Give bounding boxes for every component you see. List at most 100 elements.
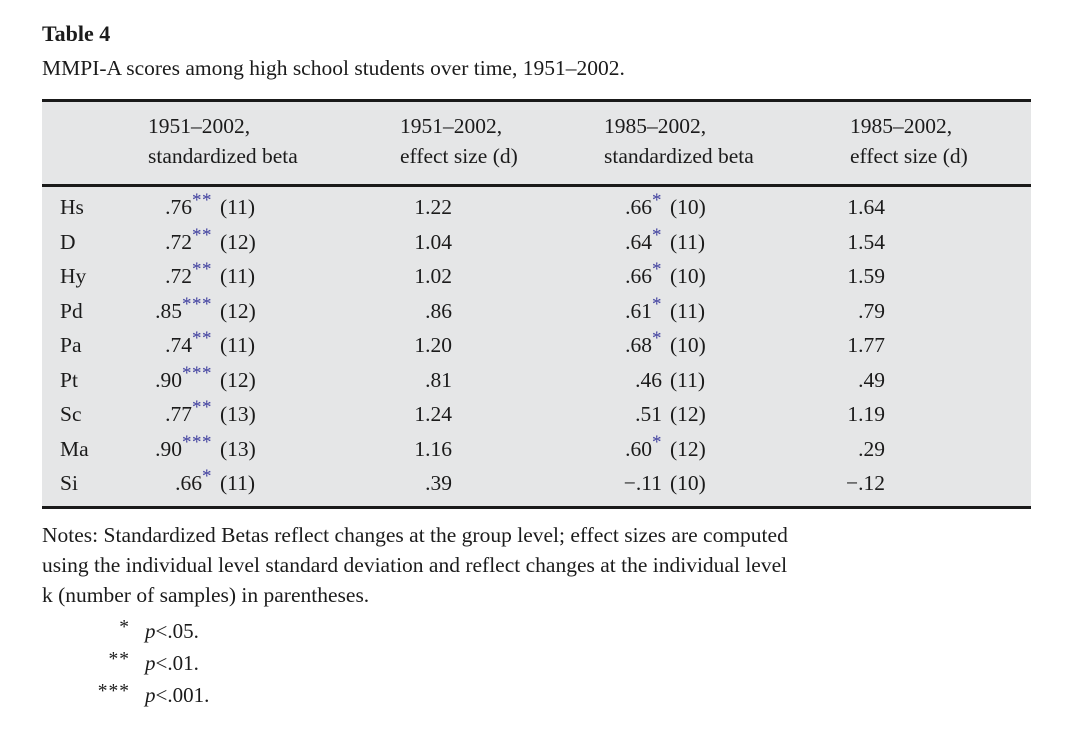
sample-count: (11) bbox=[220, 471, 256, 495]
data-table: 1951–2002, standardized beta 1951–2002, … bbox=[42, 99, 1031, 509]
beta-value-group: .46 bbox=[562, 363, 662, 398]
beta-1951-2002-cell: .66 * (11) bbox=[148, 466, 400, 503]
notes-line: k (number of samples) in parentheses. bbox=[42, 582, 370, 607]
effect-size-value: .49 bbox=[858, 367, 885, 392]
beta-value: .66 bbox=[175, 471, 202, 495]
effect-size-1951-2002-cell: 1.02 bbox=[400, 259, 562, 296]
beta-1951-2002-cell: .90 *** (13) bbox=[148, 432, 400, 469]
table-row: Pt .90 *** (12) .81 .46 (11) .49 bbox=[42, 363, 1031, 398]
significance-asterisks: * bbox=[202, 466, 212, 487]
significance-asterisks: * bbox=[652, 431, 662, 453]
beta-value: .72 bbox=[165, 229, 192, 254]
beta-value: .72 bbox=[165, 264, 192, 288]
beta-value: .90 bbox=[155, 367, 182, 392]
bottom-rule bbox=[42, 505, 1031, 509]
sample-count: (12) bbox=[670, 436, 706, 461]
footnote-marker: * bbox=[119, 616, 130, 638]
table-row: Hs .76 ** (11) 1.22 .66 * (10) 1.64 bbox=[42, 190, 1031, 225]
page: Table 4 MMPI-A scores among high school … bbox=[42, 21, 1067, 707]
effect-size-1985-2002-cell: .29 bbox=[850, 432, 1031, 469]
beta-value: .61 bbox=[625, 298, 652, 323]
table-row: Si .66 * (11) .39 −.11 (10) −.12 bbox=[42, 466, 1031, 501]
beta-value-group: .72 ** bbox=[148, 259, 212, 296]
beta-value: .90 bbox=[155, 436, 182, 461]
effect-size-1985-2002-cell: 1.19 bbox=[847, 397, 1031, 434]
beta-value-group: .66 * bbox=[562, 190, 662, 227]
effect-size-value: 1.20 bbox=[414, 333, 452, 357]
footnote: ** p <.01. bbox=[42, 648, 1067, 680]
beta-value-group: −.11 bbox=[562, 466, 662, 501]
beta-1951-2002-cell: .72 ** (11) bbox=[148, 259, 400, 296]
table-caption: MMPI-A scores among high school students… bbox=[42, 56, 625, 80]
significance-asterisks: *** bbox=[182, 362, 212, 384]
sample-count: (10) bbox=[670, 195, 706, 219]
notes-line: Notes: Standardized Betas reflect change… bbox=[42, 522, 788, 547]
column-header-line2: effect size (d) bbox=[850, 144, 968, 168]
effect-size-1985-2002-cell: 1.59 bbox=[847, 259, 1031, 296]
header-rule bbox=[42, 184, 1031, 187]
sample-count: (12) bbox=[220, 298, 256, 323]
effect-size-1951-2002-cell: 1.04 bbox=[400, 225, 562, 262]
beta-1985-2002-cell: .51 (12) bbox=[562, 397, 850, 434]
column-header: 1985–2002, standardized beta bbox=[562, 111, 850, 171]
footnote-marker: *** bbox=[97, 680, 130, 702]
sample-count: (12) bbox=[670, 402, 706, 426]
column-header-line1: 1985–2002, bbox=[850, 114, 953, 138]
column-header-line1: 1951–2002, bbox=[400, 114, 503, 138]
beta-value: .66 bbox=[625, 264, 652, 288]
column-header: 1951–2002, standardized beta bbox=[148, 111, 400, 171]
beta-value-group: .74 ** bbox=[148, 328, 212, 365]
footnote: * p <.05. bbox=[42, 616, 1067, 648]
beta-value: .60 bbox=[625, 436, 652, 461]
effect-size-value: 1.24 bbox=[414, 402, 452, 426]
column-header: 1985–2002, effect size (d) bbox=[850, 111, 1031, 171]
beta-value-group: .76 ** bbox=[148, 190, 212, 227]
significance-asterisks: *** bbox=[182, 293, 212, 315]
effect-size-1985-2002-cell: .49 bbox=[850, 363, 1031, 400]
sample-count: (11) bbox=[670, 229, 706, 254]
footnote-p: p bbox=[145, 618, 156, 643]
significance-asterisks: ** bbox=[192, 190, 212, 211]
effect-size-value: 1.19 bbox=[847, 402, 885, 426]
table-row: Pd .85 *** (12) .86 .61 * (11) .79 bbox=[42, 294, 1031, 329]
effect-size-value: .29 bbox=[858, 436, 885, 461]
header-spacer bbox=[42, 111, 148, 171]
beta-1951-2002-cell: .72 ** (12) bbox=[148, 225, 400, 262]
beta-1985-2002-cell: .66 * (10) bbox=[562, 190, 850, 227]
beta-value-group: .90 *** bbox=[148, 432, 212, 469]
table-row: Hy .72 ** (11) 1.02 .66 * (10) 1.59 bbox=[42, 259, 1031, 294]
beta-value: .74 bbox=[165, 333, 192, 357]
column-header-line1: 1951–2002, bbox=[148, 114, 251, 138]
effect-size-1985-2002-cell: 1.77 bbox=[847, 328, 1031, 365]
column-header-line2: standardized beta bbox=[604, 144, 754, 168]
column-header-line2: standardized beta bbox=[148, 144, 298, 168]
effect-size-value: 1.16 bbox=[414, 436, 452, 461]
table-header-row: 1951–2002, standardized beta 1951–2002, … bbox=[42, 102, 1031, 184]
row-label: Sc bbox=[60, 402, 82, 426]
sample-count: (11) bbox=[220, 195, 256, 219]
beta-value: .85 bbox=[155, 298, 182, 323]
beta-value-group: .64 * bbox=[562, 225, 662, 262]
effect-size-value: 1.02 bbox=[414, 264, 452, 288]
footnote-p: p bbox=[145, 682, 156, 707]
beta-value-group: .72 ** bbox=[148, 225, 212, 262]
beta-1985-2002-cell: .64 * (11) bbox=[562, 225, 850, 262]
beta-value-group: .77 ** bbox=[148, 397, 212, 434]
significance-asterisks: * bbox=[652, 259, 662, 280]
beta-value: .68 bbox=[625, 333, 652, 357]
sample-count: (11) bbox=[220, 333, 256, 357]
column-header: 1951–2002, effect size (d) bbox=[400, 111, 562, 171]
beta-value-group: .51 bbox=[562, 397, 662, 432]
table-title: Table 4 bbox=[42, 21, 111, 46]
beta-value-group: .66 * bbox=[562, 259, 662, 296]
effect-size-1951-2002-cell: 1.16 bbox=[400, 432, 562, 469]
table-notes: Notes: Standardized Betas reflect change… bbox=[42, 520, 1031, 610]
beta-1985-2002-cell: .66 * (10) bbox=[562, 259, 850, 296]
sample-count: (13) bbox=[220, 436, 256, 461]
row-label: Pt bbox=[60, 367, 78, 392]
sample-count: (10) bbox=[670, 471, 706, 495]
sample-count: (12) bbox=[220, 229, 256, 254]
sample-count: (12) bbox=[220, 367, 256, 392]
significance-asterisks: * bbox=[652, 328, 662, 349]
effect-size-value: 1.54 bbox=[847, 229, 885, 254]
